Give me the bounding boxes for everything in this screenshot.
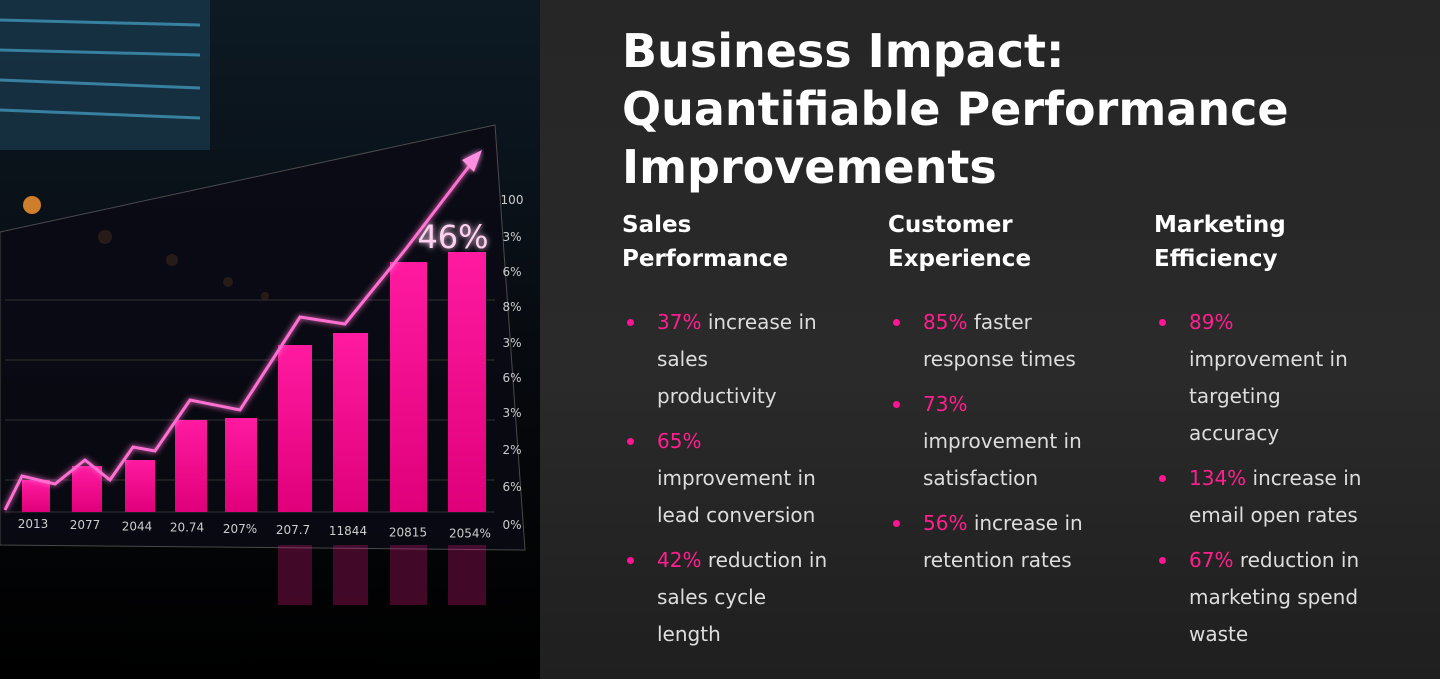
title: Business Impact: Quantifiable Performanc… — [622, 24, 1289, 194]
bullet-text: improvement in satisfaction — [923, 429, 1082, 490]
highlight: 65% — [657, 429, 702, 453]
bar-reflection — [278, 545, 486, 605]
highlight: 134% — [1189, 466, 1247, 490]
trend-line — [3, 164, 472, 511]
column-heading: Customer Experience — [888, 212, 1032, 272]
column: Marketing Efficiency 89% improvement in t… — [1154, 208, 1384, 661]
x-label: 2054% — [449, 527, 491, 541]
bullet-item: 134% increase in email open rates — [1154, 460, 1364, 534]
bullet-text: reduction in sales cycle length — [657, 548, 828, 646]
axis-label: 0% — [502, 518, 521, 532]
highlight: 56% — [923, 511, 968, 535]
axis-label: 6% — [502, 480, 521, 494]
x-label: 207% — [223, 522, 257, 536]
x-label: 20815 — [389, 525, 427, 539]
bullet-list: 85% faster response times 73% improvement… — [888, 304, 1118, 579]
bullet-item: 37% increase in sales productivity — [622, 304, 832, 415]
axis-label: 6% — [502, 265, 521, 279]
highlight: 73% — [923, 392, 968, 416]
bullet-text: faster response times — [923, 310, 1076, 371]
chart-photo: 46% 2013 2077 2044 20.74 207% 207.7 11844 20815… — [0, 0, 540, 679]
highlight: 85% — [923, 310, 968, 334]
trend-arrow — [462, 150, 482, 172]
x-label: 20.74 — [170, 521, 204, 535]
highlight: 42% — [657, 548, 702, 572]
content-panel: Business Impact: Quantifiable Performanc… — [540, 0, 1440, 679]
axis-label: 100 — [501, 193, 524, 207]
bullet-item: 85% faster response times — [888, 304, 1098, 378]
x-label: 2077 — [70, 518, 101, 532]
column: Sales Performance 37% increase in sales p… — [622, 208, 852, 661]
bullet-item: 67% reduction in marketing spend waste — [1154, 542, 1364, 653]
bullet-text: increase in retention rates — [923, 511, 1083, 572]
bullet-item: 65% improvement in lead conversion — [622, 423, 832, 534]
axis-label: 3% — [502, 406, 521, 420]
column-heading: Sales Performance — [622, 212, 789, 272]
bullet-text: improvement in targeting accuracy — [1189, 347, 1348, 445]
bullet-list: 37% increase in sales productivity 65% im… — [622, 304, 852, 653]
axis-labels: 100 3% 6% 8% 3% 6% 3% 2% 6% 0% — [501, 193, 524, 532]
x-label: 11844 — [329, 524, 367, 538]
bullet-text: increase in email open rates — [1189, 466, 1362, 527]
column: Customer Experience 85% faster response t… — [888, 208, 1118, 587]
bullet-list: 89% improvement in targeting accuracy 134… — [1154, 304, 1384, 653]
big-label: 46% — [417, 218, 488, 256]
x-label: 207.7 — [276, 523, 310, 537]
axis-label: 2% — [502, 443, 521, 457]
axis-label: 8% — [502, 300, 521, 314]
x-labels: 2013 2077 2044 20.74 207% 207.7 11844 20815 2054… — [18, 517, 491, 541]
axis-label: 3% — [502, 336, 521, 350]
bullet-text: reduction in marketing spend waste — [1189, 548, 1360, 646]
highlight: 89% — [1189, 310, 1234, 334]
highlight: 37% — [657, 310, 702, 334]
column-heading: Marketing Efficiency — [1154, 212, 1286, 272]
bullet-text: increase in sales productivity — [657, 310, 817, 408]
highlight: 67% — [1189, 548, 1234, 572]
bullet-item: 42% reduction in sales cycle length — [622, 542, 832, 653]
axis-label: 6% — [502, 371, 521, 385]
x-label: 2044 — [122, 519, 153, 533]
axis-label: 3% — [502, 230, 521, 244]
bullet-item: 56% increase in retention rates — [888, 505, 1098, 579]
building-lights — [0, 18, 201, 120]
photo-bars — [22, 252, 486, 512]
bullet-text: improvement in lead conversion — [657, 466, 816, 527]
x-label: 2013 — [18, 517, 49, 531]
bullet-item: 89% improvement in targeting accuracy — [1154, 304, 1364, 452]
bullet-item: 73% improvement in satisfaction — [888, 386, 1098, 497]
